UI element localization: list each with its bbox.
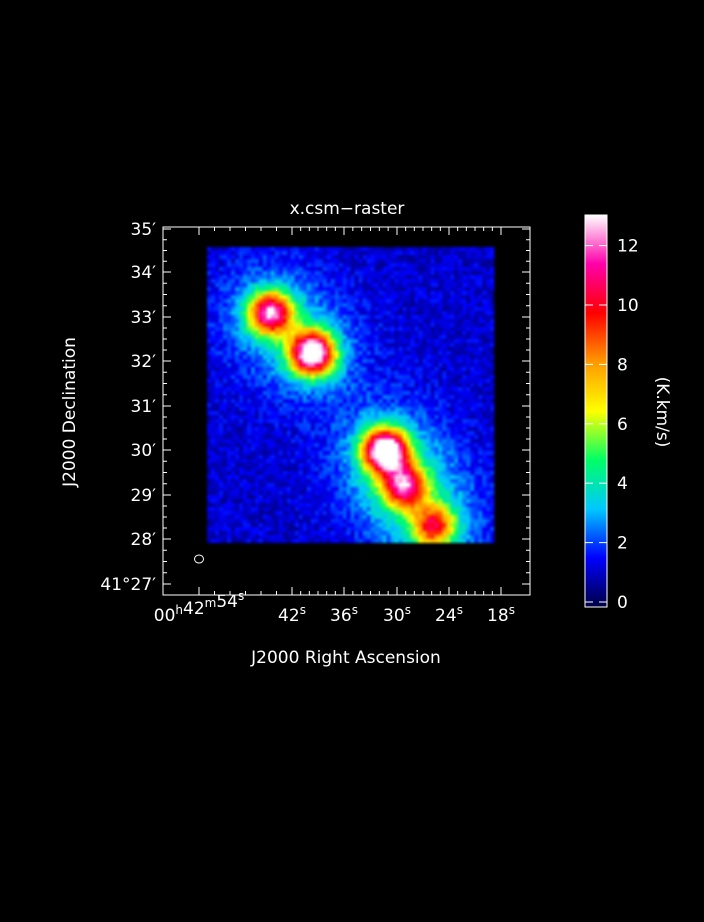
x-tick-label: 42s <box>278 603 306 626</box>
beam-marker <box>194 554 204 564</box>
colorbar-gradient <box>585 215 607 607</box>
chart-title: x.csm−raster <box>290 199 405 219</box>
colorbar-tick-label: 2 <box>617 534 628 554</box>
x-axis-label: J2000 Right Ascension <box>250 648 441 668</box>
y-tick-label: 33′ <box>131 308 157 328</box>
colorbar-tick-label: 8 <box>617 355 628 375</box>
colorbar-ticks: 0 2 4 6 8 10 12 <box>585 237 639 613</box>
y-tick-label: 28′ <box>131 530 157 550</box>
x-tick-label: 36s <box>330 603 358 626</box>
colorbar-frame <box>584 214 608 608</box>
plot-frame <box>162 226 531 596</box>
x-axis-ticks: 00h42m54s 42s 36s 30s 24s 18s <box>154 227 515 626</box>
colorbar-tick-label: 12 <box>617 237 639 257</box>
colorbar-tick-label: 10 <box>617 296 639 316</box>
heatmap-image <box>163 227 530 595</box>
y-tick-label: 29′ <box>131 486 157 506</box>
y-tick-label: 32′ <box>131 352 157 372</box>
y-tick-label: 31′ <box>131 397 157 417</box>
colorbar-tick-label: 0 <box>617 593 628 613</box>
y-tick-label: 41°27′ <box>100 575 156 595</box>
x-tick-label: 24s <box>435 603 463 626</box>
y-tick-label: 35′ <box>131 220 157 240</box>
x-tick-label: 30s <box>383 603 411 626</box>
colorbar-tick-label: 4 <box>617 474 628 494</box>
colorbar-tick-label: 6 <box>617 415 628 435</box>
y-tick-label: 34′ <box>131 263 157 283</box>
x-tick-label: 00h42m54s <box>154 589 245 626</box>
y-axis-label: J2000 Declination <box>60 337 80 488</box>
colorbar: 0 2 4 6 8 10 12 (K.km/s) <box>584 214 672 613</box>
colorbar-label: (K.km/s) <box>652 377 672 448</box>
y-tick-label: 30′ <box>131 441 157 461</box>
y-axis-ticks: 41°27′ 28′ 29′ 30′ 31′ 32′ 33′ 34′ 35′ <box>100 220 530 595</box>
x-tick-label: 18s <box>487 603 515 626</box>
